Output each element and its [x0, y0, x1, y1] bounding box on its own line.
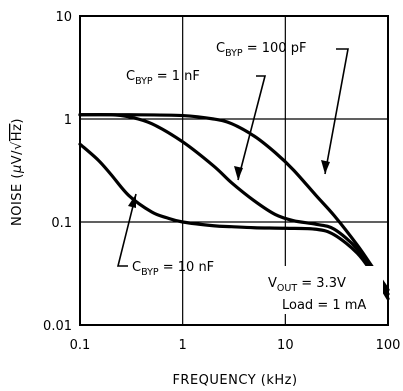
- x-tick-label-0: 0.1: [70, 338, 91, 353]
- series-line-0: [78, 113, 390, 292]
- y-label-unit-end: Hz: [10, 124, 25, 142]
- x-axis-label: FREQUENCY (kHz): [172, 373, 297, 388]
- ann-1nf-main: C: [126, 69, 135, 84]
- condition-backdrop: [265, 266, 383, 314]
- svg-text:NOISE (μV/√Hz): NOISE (μV/√Hz): [10, 118, 25, 226]
- x-tick-label-3: 100: [376, 338, 401, 353]
- svg-text:VOUT = 3.3V: VOUT = 3.3V: [268, 276, 346, 294]
- series-line-2: [78, 142, 390, 301]
- leader-10nf: [116, 193, 137, 267]
- ann-1nf-sub: BYP: [135, 76, 153, 87]
- plot-frame: [79, 15, 389, 326]
- ann-10nf-sub: BYP: [141, 267, 159, 278]
- y-tick-label-0: 0.01: [43, 319, 72, 334]
- condition-annotation: VOUT = 3.3V Load = 1 mA: [265, 266, 383, 314]
- annotation-1nf: CBYP = 1 nF: [126, 69, 267, 181]
- leader-1nf: [237, 75, 267, 181]
- ann-10nf-rest: = 10 nF: [159, 260, 215, 275]
- y-axis-label: NOISE (μV/√Hz): [10, 118, 25, 226]
- annotation-10nf: CBYP = 10 nF: [116, 193, 214, 278]
- x-tick-label-2: 10: [277, 338, 294, 353]
- y-tick-label-3: 10: [55, 10, 72, 25]
- svg-text:CBYP = 1 nF: CBYP = 1 nF: [126, 69, 200, 87]
- y-label-prefix: NOISE (: [10, 173, 25, 226]
- leader-100pf: [324, 48, 349, 175]
- ann-100pf-rest: = 100 pF: [243, 41, 307, 56]
- series-line-1: [78, 112, 390, 296]
- arrowhead-10nf: [128, 194, 136, 208]
- ann-vout-rest: = 3.3V: [297, 276, 346, 291]
- y-label-mu: μ: [10, 164, 25, 174]
- svg-text:CBYP = 10 nF: CBYP = 10 nF: [132, 260, 214, 278]
- ann-vout-main: V: [268, 276, 277, 291]
- ann-1nf-rest: = 1 nF: [153, 69, 200, 84]
- tick-labels: 0.1 1 10 100 0.01 0.1 1 10: [43, 10, 400, 353]
- y-label-unit-mid: V/: [10, 150, 25, 164]
- y-tick-label-2: 1: [64, 113, 72, 128]
- svg-text:CBYP = 100 pF: CBYP = 100 pF: [216, 41, 306, 59]
- ann-load: Load = 1 mA: [282, 298, 366, 313]
- y-label-root: √: [10, 141, 25, 150]
- y-label-suffix: ): [10, 118, 25, 124]
- series-layer: [78, 112, 390, 301]
- annotation-100pf: CBYP = 100 pF: [216, 41, 349, 175]
- x-tick-label-1: 1: [179, 338, 187, 353]
- ann-100pf-sub: BYP: [225, 48, 243, 59]
- y-tick-label-1: 0.1: [51, 216, 72, 231]
- arrowhead-100pf: [321, 160, 330, 174]
- ann-10nf-main: C: [132, 260, 141, 275]
- arrowhead-1nf: [234, 166, 243, 180]
- ann-100pf-main: C: [216, 41, 225, 56]
- ann-vout-sub: OUT: [277, 283, 297, 294]
